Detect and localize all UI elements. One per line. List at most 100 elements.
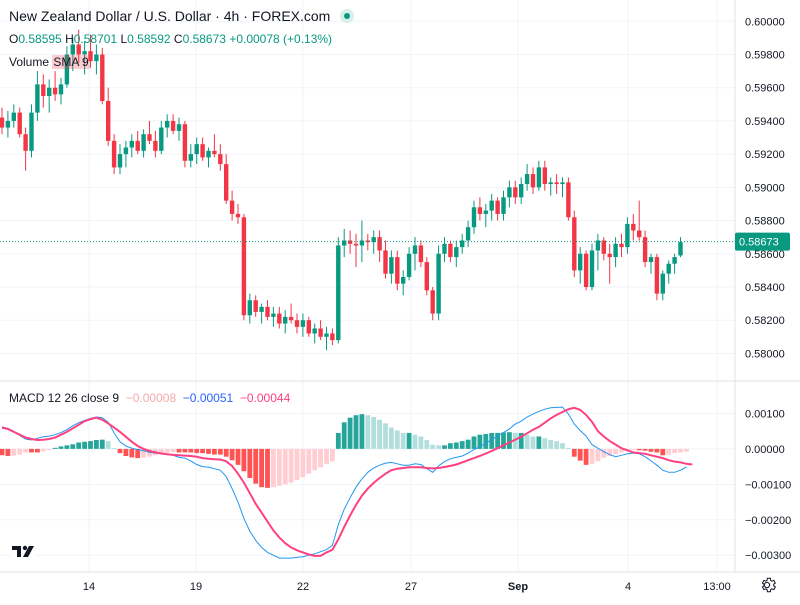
- market-open-dot-icon: [340, 9, 355, 23]
- macd-histogram-bar: [359, 414, 365, 449]
- candle-body: [548, 182, 553, 185]
- macd-histogram-bar: [312, 448, 318, 471]
- macd-histogram-bar: [601, 448, 607, 458]
- candle-body: [524, 174, 530, 185]
- macd-histogram-bar: [365, 415, 371, 449]
- macd-histogram-bar: [17, 448, 23, 455]
- macd-histogram-bar: [259, 448, 264, 488]
- low-label: L: [120, 32, 128, 46]
- macd-histogram-bar: [660, 448, 666, 456]
- macd-histogram-bar: [477, 434, 483, 449]
- macd-histogram-bar: [76, 442, 82, 449]
- time-axis-tick: 4: [625, 581, 631, 593]
- candle-body: [625, 223, 630, 248]
- symbol-legend[interactable]: New Zealand Dollar / U.S. Dollar · 4h · …: [9, 8, 355, 24]
- macd-histogram-bar: [371, 416, 377, 449]
- candle-body: [288, 316, 294, 321]
- macd-histogram-bar: [654, 448, 660, 453]
- macd-histogram-bar: [394, 430, 400, 449]
- last-price-badge: [735, 232, 790, 251]
- candle-body: [106, 100, 111, 141]
- price-axis-tick: 0.58200: [745, 315, 785, 327]
- source-label: FOREX.com: [251, 8, 331, 24]
- interval-label[interactable]: 4h: [223, 8, 240, 24]
- candle-body: [212, 150, 217, 155]
- high-label: H: [65, 32, 74, 46]
- candle-body: [542, 167, 547, 185]
- candle-body: [619, 243, 624, 248]
- candle-body: [454, 247, 459, 258]
- macd-label: MACD 12 26 close 9: [9, 391, 120, 405]
- tradingview-logo-icon[interactable]: [8, 538, 38, 564]
- candle-body: [442, 243, 447, 254]
- candle-body: [82, 51, 87, 55]
- macd-histogram-bar: [389, 427, 394, 449]
- macd-histogram-bar: [212, 448, 217, 455]
- candle-body: [477, 207, 483, 214]
- macd-histogram-bar: [377, 419, 382, 449]
- candle-body: [359, 240, 365, 246]
- macd-histogram-bar: [448, 443, 453, 449]
- candle-body: [448, 243, 453, 258]
- candle-body: [159, 127, 164, 151]
- macd-histogram-bar: [223, 448, 229, 457]
- candle-body: [218, 154, 223, 165]
- macd-histogram-bar: [548, 440, 554, 449]
- macd-histogram-bar: [589, 448, 595, 464]
- macd-axis-tick: 0.00000: [745, 444, 785, 456]
- macd-histogram-bar: [459, 441, 465, 449]
- candle-body: [117, 154, 123, 168]
- candle-body: [507, 187, 512, 198]
- macd-histogram-bar: [182, 448, 188, 453]
- macd-histogram-bar: [684, 448, 689, 452]
- macd-histogram-bar: [247, 448, 253, 478]
- candle-body: [519, 184, 524, 198]
- macd-histogram-bar: [536, 436, 542, 449]
- macd-histogram-bar: [442, 445, 447, 449]
- candle-body: [312, 328, 317, 334]
- macd-histogram-bar: [666, 448, 672, 455]
- gear-icon[interactable]: [758, 576, 776, 594]
- candle-body: [401, 277, 406, 284]
- macd-signal-value: −0.00044: [239, 391, 291, 405]
- candle-body: [64, 54, 70, 85]
- time-axis-tick: 19: [190, 581, 202, 593]
- macd-histogram-bar: [678, 448, 683, 453]
- macd-histogram-bar: [501, 432, 506, 449]
- time-axis-tick: 14: [83, 581, 95, 593]
- candle-body: [88, 51, 93, 62]
- candle-body: [111, 140, 117, 168]
- macd-histogram-bar: [630, 448, 636, 450]
- candle-body: [347, 240, 353, 244]
- macd-histogram-bar: [418, 436, 424, 449]
- macd-histogram-bar: [82, 441, 87, 449]
- macd-histogram-bar: [636, 448, 642, 451]
- candle-body: [47, 87, 52, 97]
- candle-body: [94, 54, 99, 62]
- volume-legend[interactable]: Volume SMA 9: [9, 55, 90, 69]
- candle-body: [324, 333, 329, 337]
- macd-histogram-bar: [495, 432, 500, 449]
- macd-axis-tick: −0.00300: [745, 550, 791, 562]
- macd-histogram-bar: [288, 448, 294, 483]
- candle-body: [666, 263, 671, 274]
- candle-body: [583, 253, 589, 287]
- symbol-name[interactable]: New Zealand Dollar / U.S. Dollar: [9, 8, 212, 24]
- candle-body: [654, 257, 660, 294]
- price-axis-tick: 0.59200: [745, 149, 785, 161]
- candle-body: [483, 210, 488, 214]
- candle-body: [471, 207, 477, 228]
- macd-histogram-bar: [111, 448, 117, 450]
- candle-body: [11, 112, 16, 121]
- close-label: C: [173, 32, 183, 46]
- candle-body: [601, 240, 606, 254]
- candle-body: [330, 333, 335, 341]
- macd-histogram-bar: [253, 448, 259, 484]
- macd-histogram-bar: [217, 448, 223, 455]
- macd-legend[interactable]: MACD 12 26 close 9 −0.00008 −0.00051 −0.…: [9, 391, 290, 405]
- candle-body: [277, 313, 282, 324]
- candle-body: [283, 316, 288, 324]
- macd-histogram-bar: [672, 448, 677, 454]
- candle-body: [306, 320, 311, 334]
